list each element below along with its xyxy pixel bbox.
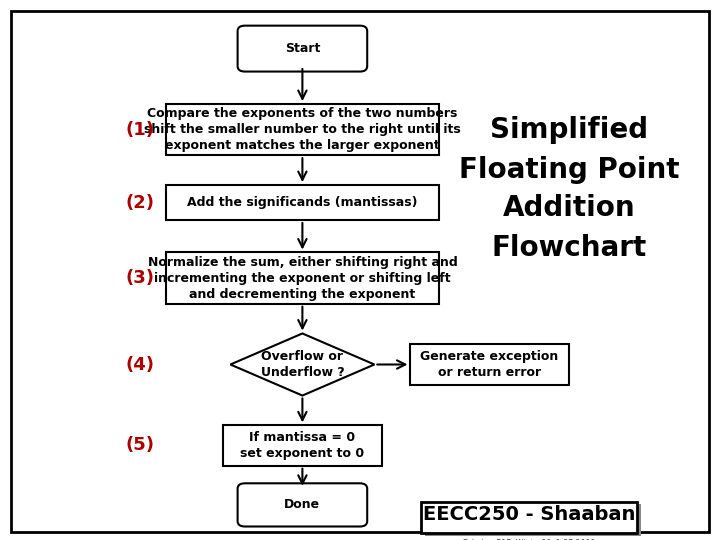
Text: Overflow or
Underflow ?: Overflow or Underflow ?: [261, 350, 344, 379]
FancyBboxPatch shape: [425, 504, 641, 536]
Text: (5): (5): [126, 436, 155, 455]
FancyBboxPatch shape: [421, 502, 637, 533]
Text: Start: Start: [284, 42, 320, 55]
FancyBboxPatch shape: [166, 185, 439, 220]
FancyBboxPatch shape: [166, 104, 439, 156]
Text: (1): (1): [126, 120, 155, 139]
Text: Done: Done: [284, 498, 320, 511]
Polygon shape: [230, 333, 374, 395]
Text: Normalize the sum, either shifting right and
incrementing the exponent or shifti: Normalize the sum, either shifting right…: [148, 255, 457, 301]
Text: (3): (3): [126, 269, 155, 287]
Text: Simplified
Floating Point
Addition
Flowchart: Simplified Floating Point Addition Flowc…: [459, 117, 679, 261]
Text: If mantissa = 0
set exponent to 0: If mantissa = 0 set exponent to 0: [240, 431, 364, 460]
FancyBboxPatch shape: [410, 345, 569, 384]
Text: Add the significands (mantissas): Add the significands (mantissas): [187, 196, 418, 209]
Text: (4): (4): [126, 355, 155, 374]
Text: EECC250 - Shaaban: EECC250 - Shaaban: [423, 505, 635, 524]
Text: (2): (2): [126, 193, 155, 212]
Text: Compare the exponents of the two numbers
shift the smaller number to the right u: Compare the exponents of the two numbers…: [144, 107, 461, 152]
Text: Generate exception
or return error: Generate exception or return error: [420, 350, 559, 379]
FancyBboxPatch shape: [223, 426, 382, 465]
FancyBboxPatch shape: [238, 483, 367, 526]
Text: Eck  Lec B17  Winter99  1-27-2000: Eck Lec B17 Winter99 1-27-2000: [463, 539, 595, 540]
FancyBboxPatch shape: [166, 252, 439, 303]
FancyBboxPatch shape: [238, 25, 367, 71]
